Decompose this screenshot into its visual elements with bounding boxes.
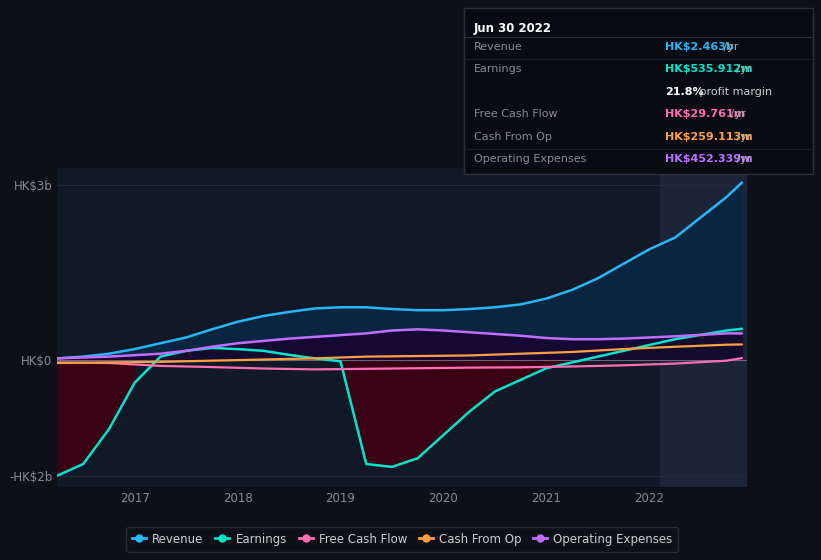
Text: 21.8%: 21.8% [665,87,704,97]
Text: /yr: /yr [733,132,751,142]
Text: HK$2.463b: HK$2.463b [665,42,734,52]
Text: profit margin: profit margin [695,87,772,97]
Text: Cash From Op: Cash From Op [474,132,552,142]
Text: /yr: /yr [721,42,739,52]
Text: Operating Expenses: Operating Expenses [474,154,586,164]
Text: HK$535.912m: HK$535.912m [665,64,753,74]
Text: /yr: /yr [733,154,751,164]
Text: HK$259.113m: HK$259.113m [665,132,753,142]
Text: HK$452.339m: HK$452.339m [665,154,753,164]
Text: Jun 30 2022: Jun 30 2022 [474,22,552,35]
Text: HK$29.761m: HK$29.761m [665,109,745,119]
Text: Earnings: Earnings [474,64,522,74]
Text: Free Cash Flow: Free Cash Flow [474,109,557,119]
Text: Revenue: Revenue [474,42,522,52]
Text: /yr: /yr [733,64,751,74]
Legend: Revenue, Earnings, Free Cash Flow, Cash From Op, Operating Expenses: Revenue, Earnings, Free Cash Flow, Cash … [126,527,678,552]
Bar [659,168,747,487]
Text: /yr: /yr [727,109,745,119]
